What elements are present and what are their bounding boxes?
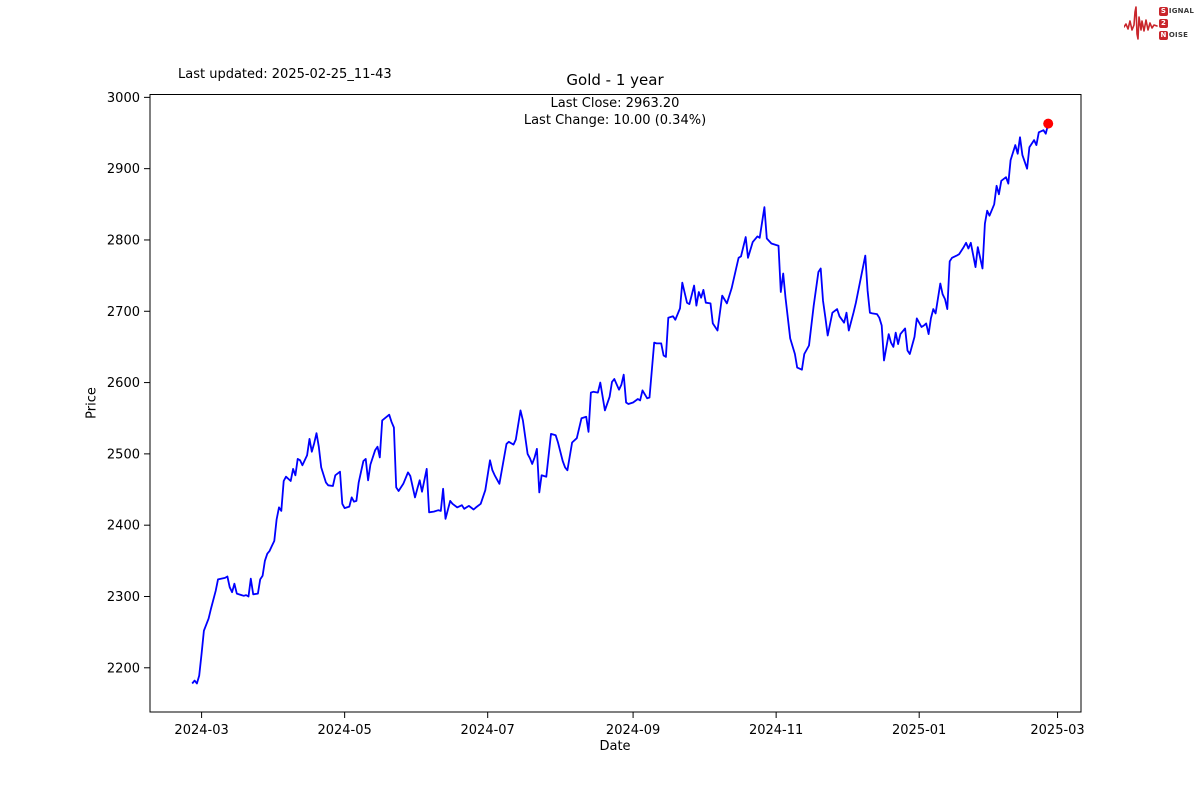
- last-updated-text: Last updated: 2025-02-25_11-43: [178, 67, 392, 82]
- last-change-annotation: Last Change: 10.00 (0.34%): [523, 113, 707, 128]
- y-axis-label: Price: [84, 387, 100, 419]
- y-tick-label: 2800: [107, 233, 140, 248]
- y-tick-label: 2200: [107, 661, 140, 676]
- x-axis-label: Date: [599, 739, 631, 754]
- x-tick-label: 2024-05: [317, 723, 371, 738]
- price-line: [191, 123, 1050, 685]
- logo-letter-box: N: [1158, 30, 1168, 40]
- y-tick-label: 2500: [107, 447, 140, 462]
- last-close-annotation: Last Close: 2963.20: [550, 96, 680, 111]
- y-tick-label: 2700: [107, 305, 140, 320]
- chart-title: Gold - 1 year: [566, 71, 664, 89]
- y-tick-label: 2900: [107, 162, 140, 177]
- logo-letter-box: 2: [1158, 18, 1168, 28]
- x-tick-label: 2024-07: [461, 723, 515, 738]
- y-tick-label: 2400: [107, 519, 140, 534]
- x-tick-label: 2025-01: [892, 723, 946, 738]
- y-tick-label: 2300: [107, 590, 140, 605]
- x-tick-label: 2024-03: [174, 723, 228, 738]
- waveform-icon: [1123, 6, 1158, 40]
- axes-frame: [149, 94, 1082, 713]
- y-tick-label: 3000: [107, 91, 140, 106]
- logo-letter-box: S: [1158, 6, 1168, 16]
- logo-text: S IGNAL 2 N OISE: [1158, 6, 1194, 41]
- x-tick-label: 2024-11: [749, 723, 803, 738]
- y-tick-label: 2600: [107, 376, 140, 391]
- x-tick-label: 2024-09: [606, 723, 660, 738]
- signal-2-noise-logo: S IGNAL 2 N OISE: [1123, 4, 1194, 42]
- logo-line-noise: N OISE: [1158, 30, 1189, 40]
- last-point-marker: [1043, 118, 1054, 129]
- logo-line-2: 2: [1158, 18, 1194, 29]
- x-tick-label: 2025-03: [1030, 723, 1084, 738]
- logo-line-signal: S IGNAL: [1158, 6, 1194, 16]
